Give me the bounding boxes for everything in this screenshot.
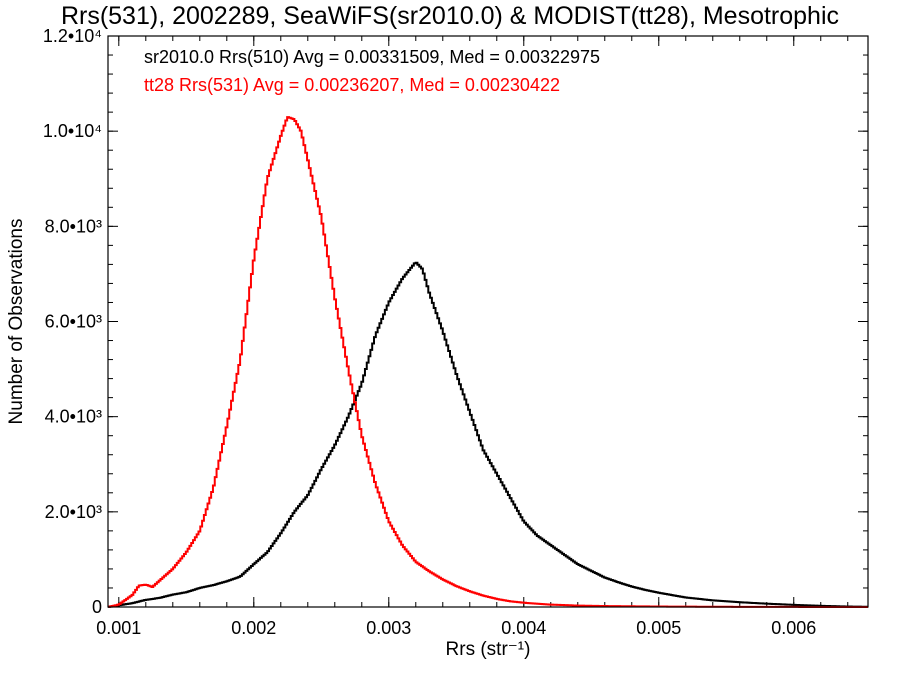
- y-tick-label: 6.0•10³: [45, 312, 102, 332]
- y-tick-label: 1.2•10⁴: [43, 26, 102, 46]
- y-tick-label: 8.0•10³: [45, 216, 102, 236]
- y-tick-label: 0: [92, 597, 102, 617]
- y-axis-label: Number of Observations: [6, 219, 27, 425]
- y-tick-label: 4.0•10³: [45, 407, 102, 427]
- series-group: [108, 116, 868, 608]
- chart-title: Rrs(531), 2002289, SeaWiFS(sr2010.0) & M…: [60, 2, 840, 30]
- y-tick-label: 2.0•10³: [45, 502, 102, 522]
- x-tick-label: 0.003: [366, 618, 411, 638]
- annotations-group: sr2010.0 Rrs(510) Avg = 0.00331509, Med …: [144, 47, 600, 95]
- plot-frame: [107, 35, 869, 608]
- x-tick-label: 0.004: [501, 618, 546, 638]
- x-tick-label: 0.005: [636, 618, 681, 638]
- x-tick-label: 0.006: [771, 618, 816, 638]
- axes-group: 0.001 0.002 0.003 0.004 0.005 0.006 0 2.0•10³ 4.…: [43, 26, 868, 638]
- stats-annotation: tt28 Rrs(531) Avg = 0.00236207, Med = 0.…: [144, 75, 560, 95]
- y-tick-label: 1.0•10⁴: [43, 121, 102, 141]
- x-axis-label: Rrs (str⁻¹): [446, 639, 531, 660]
- histogram-series-1: [108, 261, 868, 608]
- stats-annotation: sr2010.0 Rrs(510) Avg = 0.00331509, Med …: [144, 47, 600, 67]
- histogram-series-2: [108, 116, 868, 608]
- x-tick-label: 0.002: [231, 618, 276, 638]
- x-tick-label: 0.001: [96, 618, 141, 638]
